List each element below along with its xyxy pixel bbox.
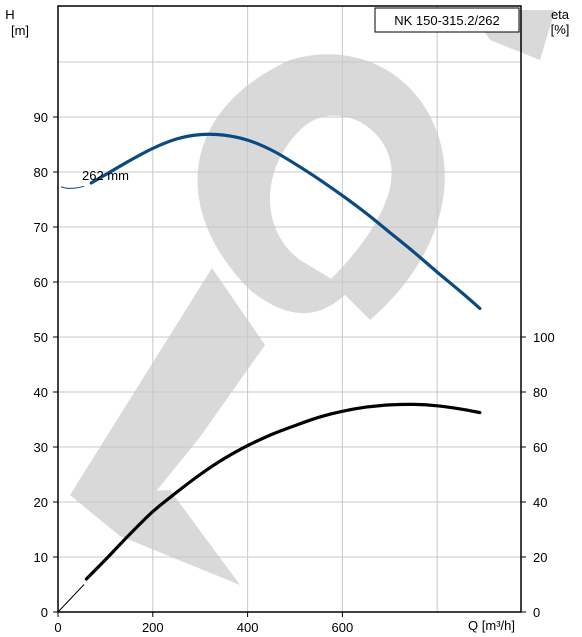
y-left-axis-name: H <box>5 7 14 22</box>
title-box <box>374 7 520 33</box>
y-right-axis-name: eta <box>551 7 570 22</box>
curves <box>57 132 482 613</box>
x-tick-label: 400 <box>237 620 259 635</box>
x-tick-label: 200 <box>142 620 164 635</box>
watermark-shape <box>70 490 240 585</box>
head-curve <box>89 132 482 310</box>
y-right-tick-label: 0 <box>533 605 540 620</box>
watermark-shape <box>70 268 265 536</box>
watermark-shape <box>197 54 445 321</box>
y-right-tick-label: 80 <box>533 385 547 400</box>
y-left-tick-label: 20 <box>34 495 48 510</box>
x-axis-title: Q [m³/h] <box>468 618 515 633</box>
head-curve-extension <box>60 185 85 189</box>
y-left-tick-label: 10 <box>34 550 48 565</box>
y-left-tick-label: 90 <box>34 110 48 125</box>
y-left-tick-label: 40 <box>34 385 48 400</box>
y-left-tick-label: 60 <box>34 275 48 290</box>
y-left-tick-label: 80 <box>34 165 48 180</box>
watermark-logo <box>70 10 555 585</box>
y-left-tick-label: 50 <box>34 330 48 345</box>
y-right-tick-label: 60 <box>533 440 547 455</box>
x-tick-label: 600 <box>332 620 354 635</box>
y-left-tick-label: 70 <box>34 220 48 235</box>
y-right-tick-label: 100 <box>533 330 555 345</box>
y-right-tick-label: 40 <box>533 495 547 510</box>
impeller-diameter-label: 262 mm <box>82 168 129 183</box>
plot-border <box>57 5 522 613</box>
grid-lines <box>58 6 521 612</box>
efficiency-curve-extension <box>57 584 85 613</box>
efficiency-curve <box>84 402 482 581</box>
x-tick-label: 0 <box>54 620 61 635</box>
y-right-axis-unit: [%] <box>551 22 570 37</box>
labels: 0 200 400 600 0 10 20 30 40 50 60 70 80 90 0 20 40 60 80 10… <box>5 7 569 635</box>
y-right-tick-label: 20 <box>533 550 547 565</box>
y-left-axis-unit: [m] <box>11 23 29 38</box>
y-left-tick-label: 0 <box>41 605 48 620</box>
plot-frame <box>53 5 526 617</box>
chart-title: NK 150-315.2/262 <box>394 13 500 28</box>
y-left-tick-label: 30 <box>34 440 48 455</box>
